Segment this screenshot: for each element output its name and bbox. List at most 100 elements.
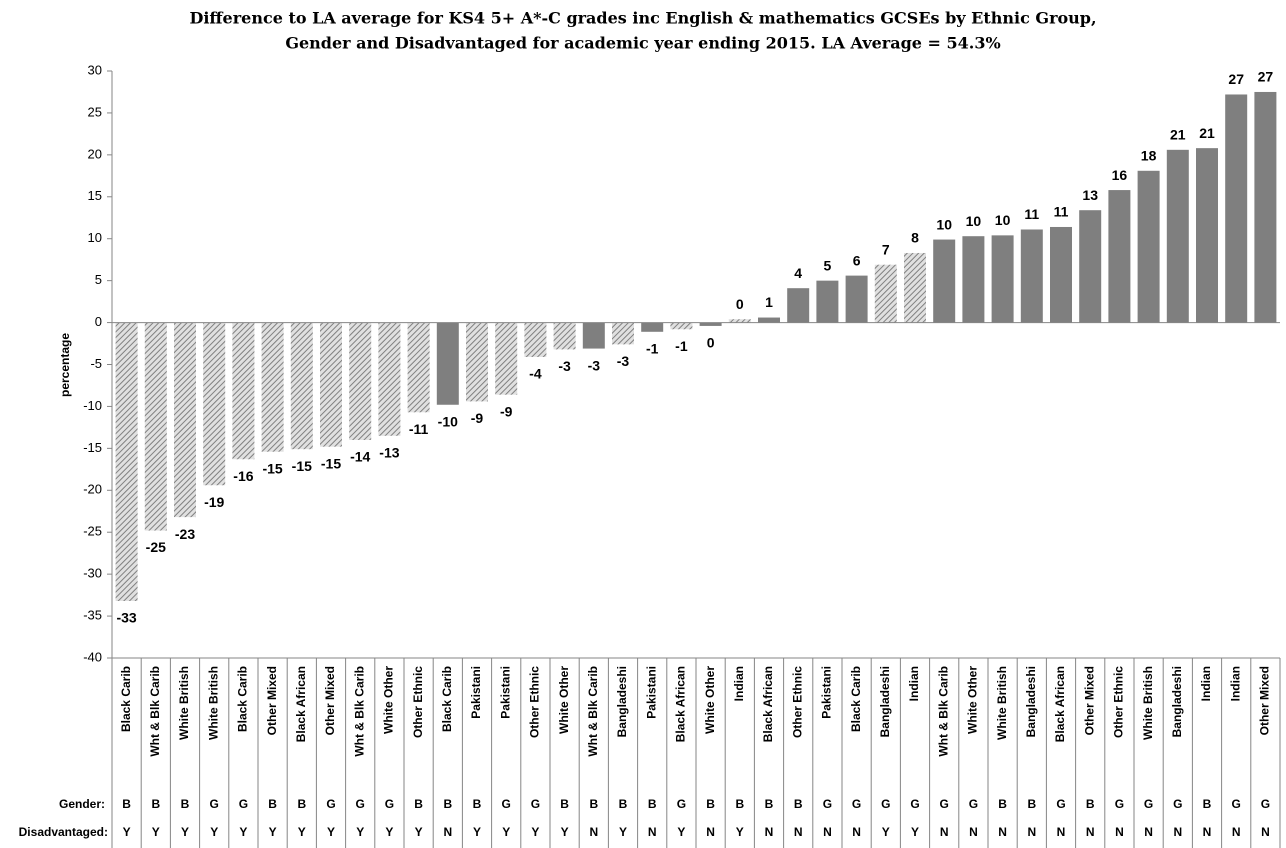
disadvantaged-cell: Y xyxy=(327,825,335,839)
x-tick-label: Bangladeshi xyxy=(615,666,629,737)
data-label: 10 xyxy=(995,212,1011,228)
disadvantaged-cell: N xyxy=(1027,825,1036,839)
gender-cell: G xyxy=(881,797,890,811)
x-tick-label: Other Mixed xyxy=(265,666,279,735)
y-tick-label: 30 xyxy=(88,62,102,77)
x-tick-label: Pakistani xyxy=(469,666,483,719)
x-tick-label: Black African xyxy=(761,666,775,742)
x-tick-label: Black Carib xyxy=(119,666,133,732)
bar xyxy=(1196,148,1218,323)
bar xyxy=(904,252,926,323)
data-label: -16 xyxy=(233,468,253,484)
disadvantaged-cell: Y xyxy=(269,825,277,839)
data-label: 10 xyxy=(936,216,952,232)
data-label: 6 xyxy=(853,252,861,268)
data-label: -3 xyxy=(617,353,630,369)
y-tick-label: -40 xyxy=(83,649,102,664)
gender-cell: B xyxy=(735,797,744,811)
bar xyxy=(641,322,664,332)
data-label: -33 xyxy=(116,610,136,626)
gender-cell: B xyxy=(297,797,306,811)
bar xyxy=(699,322,722,326)
gender-cell: G xyxy=(531,797,540,811)
gender-cell: G xyxy=(852,797,861,811)
gender-cell: G xyxy=(823,797,832,811)
x-tick-label: Pakistani xyxy=(644,666,658,719)
gender-cell: B xyxy=(706,797,715,811)
x-tick-label: Indian xyxy=(907,666,921,701)
data-label: 27 xyxy=(1228,71,1244,87)
gender-cell: B xyxy=(1203,797,1212,811)
bar xyxy=(1050,226,1072,323)
x-tick-label: Wht & Blk Carib xyxy=(586,666,600,757)
bar xyxy=(407,322,430,413)
gender-cell: B xyxy=(151,797,160,811)
x-tick-label: Other Ethnic xyxy=(790,666,804,738)
data-label: -23 xyxy=(175,526,195,542)
bar xyxy=(553,322,576,350)
bar xyxy=(436,322,459,405)
disadvantaged-cell: N xyxy=(852,825,861,839)
bar xyxy=(115,322,138,601)
x-tick-label: Black African xyxy=(294,666,308,742)
y-tick-label: 0 xyxy=(95,314,102,329)
y-tick-label: -30 xyxy=(83,566,102,581)
data-label: 0 xyxy=(736,296,744,312)
disadvantaged-cell: N xyxy=(1232,825,1241,839)
gender-cell: B xyxy=(181,797,190,811)
data-label: -9 xyxy=(471,410,484,426)
data-label: -10 xyxy=(438,413,458,429)
gender-cell: B xyxy=(560,797,569,811)
gender-cell: B xyxy=(1027,797,1036,811)
gender-cell: B xyxy=(473,797,482,811)
gender-cell: B xyxy=(648,797,657,811)
gender-cell: B xyxy=(589,797,598,811)
x-tick-label: Pakistani xyxy=(820,666,834,719)
data-label: 16 xyxy=(1112,167,1128,183)
gender-cell: G xyxy=(1173,797,1182,811)
bar xyxy=(670,322,693,330)
bar xyxy=(524,322,547,357)
data-label: -11 xyxy=(409,421,429,437)
gender-cell: G xyxy=(1232,797,1241,811)
disadvantaged-cell: Y xyxy=(239,825,247,839)
y-tick-label: 5 xyxy=(95,272,102,287)
gender-cell: G xyxy=(1056,797,1065,811)
bar xyxy=(991,235,1014,323)
chart-title: Gender and Disadvantaged for academic ye… xyxy=(285,34,1000,53)
data-label: 1 xyxy=(765,294,773,310)
data-label: 27 xyxy=(1258,69,1274,85)
data-label: -1 xyxy=(675,338,688,354)
bar xyxy=(290,322,313,450)
data-label: -15 xyxy=(321,455,341,471)
disadvantaged-cell: N xyxy=(443,825,452,839)
disadvantaged-cell: N xyxy=(1086,825,1095,839)
bar xyxy=(758,317,780,323)
gender-cell: G xyxy=(940,797,949,811)
x-tick-label: White British xyxy=(206,666,220,740)
disadvantaged-cell: N xyxy=(765,825,774,839)
data-label: 21 xyxy=(1199,125,1215,141)
y-tick-label: -25 xyxy=(83,524,102,539)
x-tick-label: Other Mixed xyxy=(323,666,337,735)
data-label: -19 xyxy=(204,494,224,510)
y-tick-label: 10 xyxy=(88,230,102,245)
bar xyxy=(962,236,985,323)
bar xyxy=(261,322,284,452)
bar xyxy=(612,322,634,345)
disadvantaged-cell: Y xyxy=(123,825,131,839)
gender-cell: G xyxy=(385,797,394,811)
x-tick-label: Black Carib xyxy=(849,666,863,732)
gender-cell: G xyxy=(910,797,919,811)
x-tick-label: Indian xyxy=(1228,666,1242,701)
x-tick-label: Black African xyxy=(1053,666,1067,742)
bar xyxy=(1137,170,1160,323)
x-tick-label: Wht & Blk Carib xyxy=(148,666,162,757)
data-label: -25 xyxy=(146,539,166,555)
x-tick-label: White Other xyxy=(382,666,396,734)
disadvantaged-cell: N xyxy=(969,825,978,839)
bar xyxy=(1020,229,1043,323)
data-label: 11 xyxy=(1054,204,1069,220)
disadvantaged-cell: N xyxy=(1203,825,1212,839)
